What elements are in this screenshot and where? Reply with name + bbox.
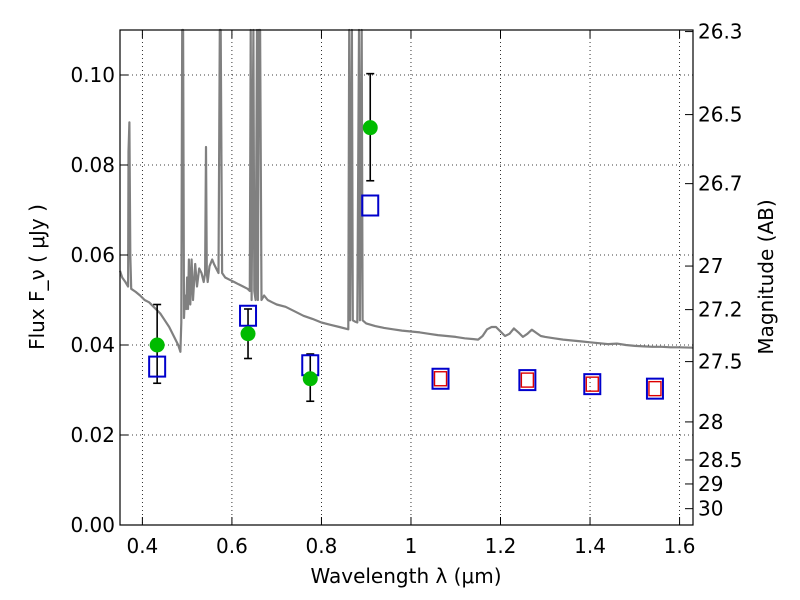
magnitude-tick-label: 27 [698,254,723,278]
observed-point [149,337,165,353]
model-point-inner [520,372,535,388]
magnitude-tick-label: 28.5 [698,448,743,472]
template-spectrum-line [118,28,694,353]
y-tick-label: 0.00 [70,513,115,537]
model-point [361,194,380,217]
x-tick-label: 0.6 [216,534,248,558]
plot-frame [119,29,694,526]
model-point [148,355,167,378]
x-axis-ticks: 0.4 0.6 0.8 1 1.2 1.4 1.6 [126,30,695,558]
y-tick-label: 0.02 [70,423,115,447]
magnitude-tick-label: 28 [698,410,723,434]
y-axis-label: Flux F_ν ( μJy ) [25,204,49,350]
x-tick-label: 1.4 [574,534,606,558]
observed-point [362,120,378,136]
model-point-inner [648,380,662,397]
y-tick-label: 0.08 [70,153,115,177]
x-tick-label: 0.8 [306,534,338,558]
model-point [518,369,537,392]
model-point [431,367,450,390]
x-tick-label: 0.4 [126,534,158,558]
grid [120,30,693,526]
magnitude-axis-label: Magnitude (AB) [754,199,778,354]
x-tick-label: 1.2 [485,534,517,558]
observed-point [240,326,256,342]
y-axis-ticks: 0.00 0.02 0.04 0.06 0.08 0.10 [70,63,128,537]
model-point [645,377,664,400]
template-spectrum [118,28,694,353]
model-point [583,373,602,396]
y-tick-label: 0.04 [70,333,115,357]
x-tick-label: 1.6 [664,534,696,558]
magnitude-tick-label: 26.7 [698,172,743,196]
model-photometry [148,194,664,400]
magnitude-tick-label: 27.2 [698,298,743,322]
y-tick-label: 0.06 [70,243,115,267]
observed-point [302,371,318,387]
model-point-inner [433,371,448,387]
x-axis-label: Wavelength λ (μm) [310,564,501,588]
observed-photometry [149,120,378,387]
x-tick-label: 1 [405,534,418,558]
magnitude-tick-label: 26.3 [698,20,743,44]
magnitude-tick-label: 30 [698,497,723,521]
model-point [239,304,258,327]
y-tick-label: 0.10 [70,63,115,87]
model-point-inner [585,376,599,392]
error-bars [153,72,375,403]
magnitude-tick-label: 27.5 [698,350,743,374]
magnitude-tick-label: 26.5 [698,103,743,127]
magnitude-tick-label: 29 [698,472,723,496]
